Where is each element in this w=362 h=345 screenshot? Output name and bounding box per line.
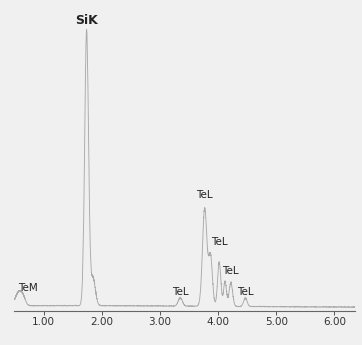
Text: TeL: TeL [237, 287, 254, 297]
Text: TeM: TeM [18, 283, 38, 293]
Text: TeL: TeL [211, 237, 228, 247]
Text: TeL: TeL [172, 287, 189, 297]
Text: TeL: TeL [223, 266, 239, 276]
Text: SiK: SiK [75, 14, 98, 27]
Text: TeL: TeL [196, 190, 213, 200]
